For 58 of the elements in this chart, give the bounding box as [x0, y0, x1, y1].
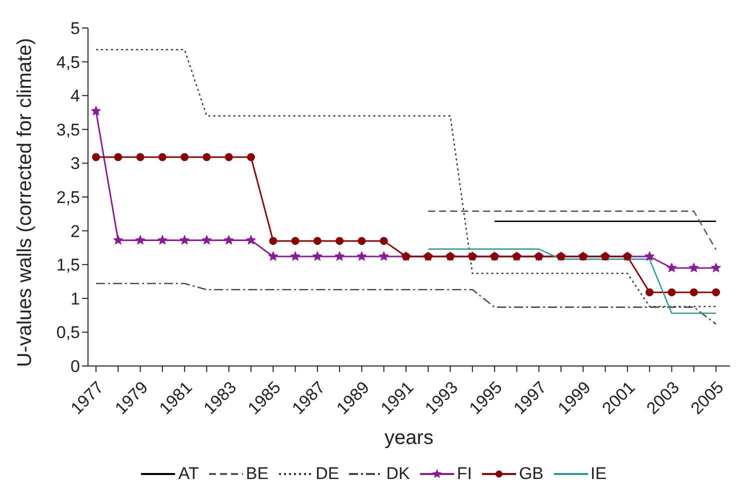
point	[358, 236, 366, 245]
legend-label: DE	[316, 464, 340, 484]
point	[313, 236, 322, 245]
point	[157, 235, 168, 245]
point	[646, 288, 654, 296]
y-axis-title: U-values walls (corrected for climate)	[14, 38, 36, 367]
point	[644, 251, 655, 261]
point	[291, 236, 300, 245]
y-tick-label: 4,5	[56, 52, 80, 72]
y-tick-label: 1,5	[56, 256, 80, 275]
point	[312, 251, 322, 261]
point	[268, 251, 278, 261]
point	[224, 235, 234, 245]
y-tick-label: 4	[70, 86, 80, 106]
point	[247, 153, 255, 162]
legend-label: BE	[246, 464, 269, 484]
point	[688, 262, 699, 272]
point	[356, 251, 367, 261]
point	[114, 153, 122, 162]
line-series	[95, 282, 717, 325]
legend-label: AT	[178, 464, 199, 484]
point	[158, 153, 166, 162]
point	[224, 153, 233, 162]
point	[202, 153, 211, 162]
legend-label: GB	[518, 464, 544, 484]
y-tick-label: 2	[70, 222, 80, 241]
point	[712, 288, 720, 296]
line-series	[95, 48, 717, 308]
point	[334, 251, 345, 261]
y-tick-label: 2,5	[56, 188, 80, 208]
legend-label: DK	[386, 464, 410, 484]
y-tick-label: 5	[70, 19, 80, 38]
point	[180, 153, 189, 162]
point	[90, 106, 102, 116]
point	[113, 235, 124, 245]
x-axis-title: years	[384, 427, 434, 449]
point	[290, 251, 300, 261]
point	[135, 235, 146, 245]
point	[380, 236, 388, 245]
point	[336, 236, 344, 245]
point	[378, 251, 389, 261]
y-tick-label: 1	[70, 289, 80, 308]
point	[136, 153, 144, 162]
y-tick-label: 3	[70, 154, 80, 174]
point	[666, 262, 677, 272]
legend-label: IE	[590, 464, 607, 484]
y-tick-label: 0	[70, 357, 80, 376]
point	[180, 235, 190, 245]
point	[710, 262, 722, 272]
point	[92, 153, 100, 162]
legend-label: FI	[456, 464, 472, 484]
point	[269, 236, 278, 245]
point	[690, 288, 698, 296]
point	[668, 288, 676, 296]
point	[202, 235, 212, 245]
y-tick-label: 3,5	[56, 120, 80, 140]
y-tick-label: 0,5	[56, 323, 80, 342]
point	[246, 235, 256, 245]
